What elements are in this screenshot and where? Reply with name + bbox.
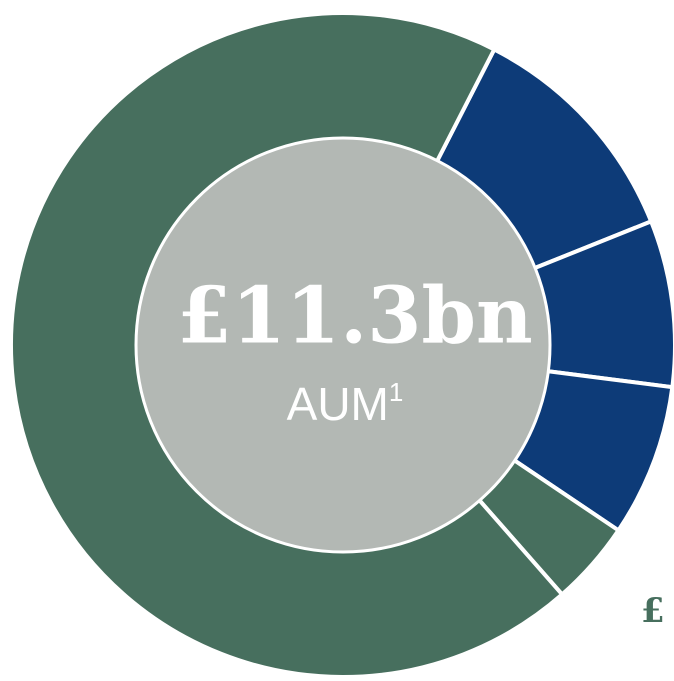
footnote-marker: 1 xyxy=(389,377,403,407)
center-value: £11.3bn xyxy=(177,271,533,362)
center-circle xyxy=(134,136,552,554)
center-label-text: AUM xyxy=(287,378,389,430)
cropped-label: £ xyxy=(641,591,665,631)
donut xyxy=(9,11,674,679)
center-label: AUM1 xyxy=(287,377,404,430)
